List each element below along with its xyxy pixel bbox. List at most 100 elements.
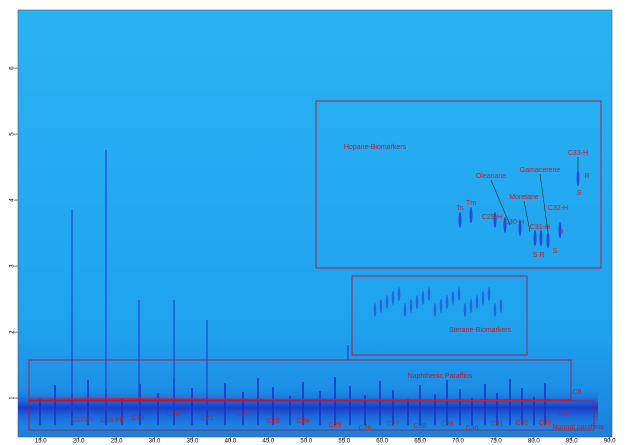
compound-label: C8 [573,389,582,396]
peak-streak [392,390,394,425]
x-tick-label: 45.0 [263,439,275,445]
peak-streak [319,391,321,425]
x-tick-label: 65.0 [414,439,426,445]
peak-streak [544,383,546,425]
sterane-spot [374,303,377,317]
compound-label: C31 [491,421,504,428]
peak-streak [509,379,511,425]
x-tick-label: 55.0 [338,439,350,445]
region-label: Naphthenic Paraffins [408,373,473,380]
sterane-spot [482,291,485,305]
sterane-spot [500,299,503,313]
peak-streak [471,398,473,425]
biomarker-spot [470,207,473,223]
compound-label: C19 [132,415,145,422]
compound-label: C27 [387,421,400,428]
sterane-spot [440,299,443,313]
compound-label: C29 [441,421,454,428]
compound-label: C21 [201,415,214,422]
compound-label: C20 [167,411,180,418]
biomarker-spot [534,230,537,246]
sterane-spot [464,303,467,317]
region-label: Sterane-Biomarkers [449,327,512,334]
peak-streak [39,399,41,425]
x-tick-label: 20.0 [73,439,85,445]
peak-streak [419,385,421,425]
peak-streak [379,381,381,425]
compound-label: Moretane [509,194,539,201]
peak-streak [459,389,461,425]
peak-streak [257,378,259,425]
region-label: Normal paraffins [552,424,604,431]
chromatogram: 15.0 20.0 25.0 30.0 35.0 40.0 45.0 50.0 55.0 60.0… [0,0,626,445]
x-tick-label: 15.0 [35,439,47,445]
sterane-spot [416,295,419,309]
x-tick-label: 35.0 [187,439,199,445]
compound-label: C23 [267,418,280,425]
compound-label: S [577,190,582,197]
x-tick-label: 75.0 [490,439,502,445]
compound-label: C33 [539,420,552,427]
compound-label: R [558,229,563,236]
compound-label: S [553,248,558,255]
peak-streak [349,386,351,425]
compound-label: Gamacerene [520,167,561,174]
sterane-spot [494,303,497,317]
peak-streak [242,392,244,425]
sterane-spot [398,287,401,301]
x-tick-label: 70.0 [452,439,464,445]
compound-label: C32 [516,420,529,427]
sterane-spot [422,291,425,305]
x-tick-label: 85.0 [566,439,578,445]
sterane-spot [428,287,431,301]
x-tick-label: 90.0 [604,439,616,445]
x-tick-label: 25.0 [111,439,123,445]
biomarker-spot [459,212,462,228]
compound-label: C17 Pr [71,417,93,424]
sterane-spot [380,299,383,313]
compound-label: Tm [466,200,476,207]
compound-label: C4 [559,411,568,418]
peak-streak [446,380,448,425]
sterane-spot [410,299,413,313]
compound-label: C24 [297,418,310,425]
sterane-spot [470,299,473,313]
x-tick-label: 50.0 [300,439,312,445]
peak-streak [434,394,436,425]
peak-streak [54,385,56,425]
sterane-spot [386,295,389,309]
x-tick-label: 80.0 [528,439,540,445]
biomarker-spot [577,170,580,186]
biomarker-spot [540,230,543,246]
compound-label: R [584,173,589,180]
compound-label: C22 [237,411,250,418]
compound-label: Oleanane [476,173,506,180]
peak-streak [191,388,193,425]
compound-label: C30 [466,425,479,432]
sterane-spot [476,295,479,309]
peak-streak [407,399,409,425]
sterane-spot [488,287,491,301]
compound-label: C25 [329,422,342,429]
x-tick-label: 30.0 [149,439,161,445]
peak-streak [484,384,486,425]
region-label: Hopane-Biomarkers [344,144,407,151]
sterane-spot [392,291,395,305]
compound-label: R [539,252,544,259]
compound-label: C28 [414,423,427,430]
sterane-spot [434,303,437,317]
sterane-spot [452,291,455,305]
compound-label: C18 Ph [100,417,123,424]
peak-streak [224,383,226,425]
compound-label: C26 [359,425,372,432]
sterane-spot [446,295,449,309]
sterane-spot [458,287,461,301]
x-tick-label: 40.0 [225,439,237,445]
compound-label: Ts [457,205,465,212]
compound-label: C32-H [548,205,568,212]
compound-label: C29-H [482,214,502,221]
compound-label: C30-H [504,219,524,226]
compound-label: C33-H [568,150,588,157]
sterane-spot [404,303,407,317]
x-tick-label: 60.0 [376,439,388,445]
